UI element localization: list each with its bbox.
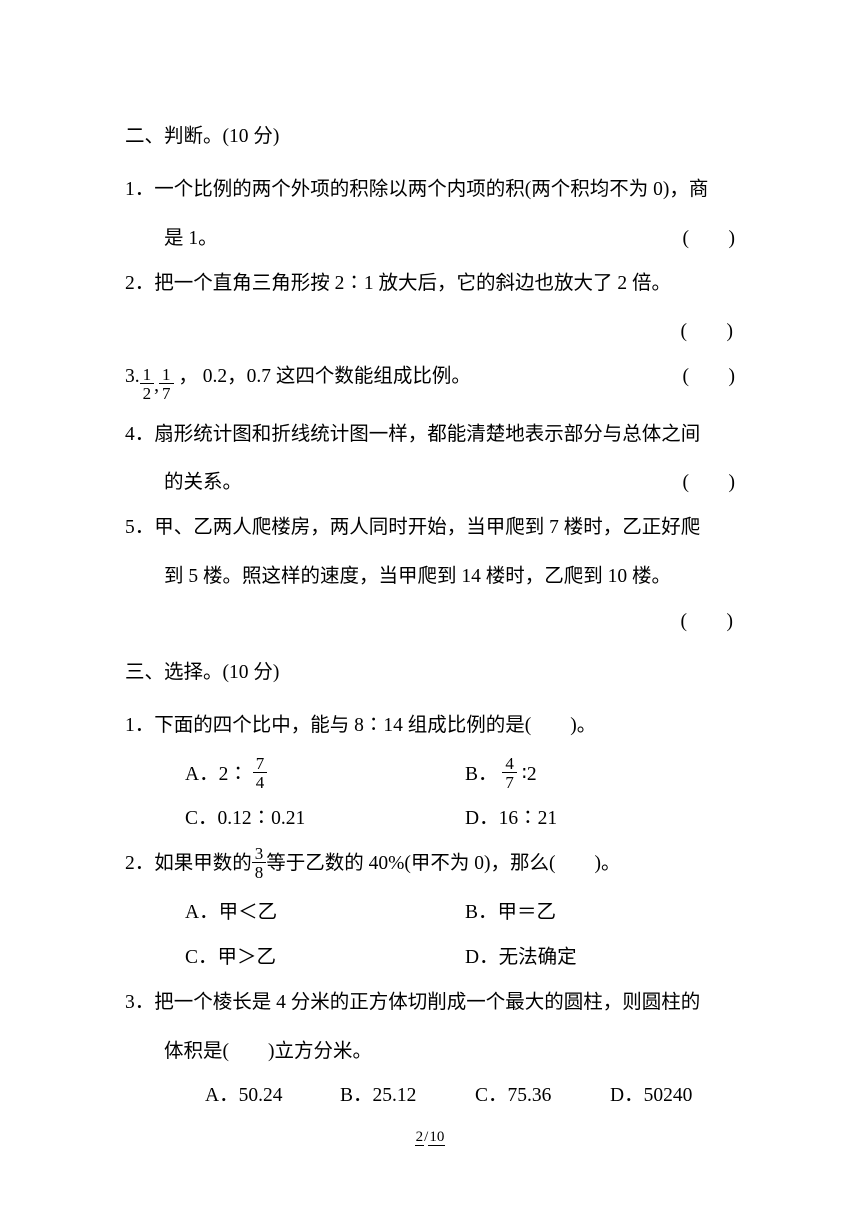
s2-q3: 3. 1 2 , 1 7 ， 0.2，0.7 这四个数能组成比例。 ( ) (125, 355, 745, 408)
s3-q2: 2． 如果甲数的 3 8 等于乙数的 40%(甲不为 0)，那么( )。 (125, 842, 745, 887)
option-d: D．无法确定 (465, 936, 745, 981)
qbody: 如果甲数的 3 8 等于乙数的 40%(甲不为 0)，那么( )。 (154, 842, 745, 887)
s2-q4: 4． 扇形统计图和折线统计图一样，都能清楚地表示部分与总体之间 (125, 413, 745, 458)
text: 的关系。 (164, 472, 242, 493)
fraction: 1 7 (159, 366, 174, 402)
current-page: 2 (415, 1129, 425, 1146)
fraction: 4 7 (502, 755, 517, 791)
qbody: 把一个直角三角形按 2∶1 放大后，它的斜边也放大了 2 倍。 (154, 262, 745, 307)
s2-q5: 5． 甲、乙两人爬楼房，两人同时开始，当甲爬到 7 楼时，乙正好爬 (125, 506, 745, 551)
text: 把一个直角三角形按 2∶1 放大后，它的斜边也放大了 2 倍。 (154, 273, 671, 294)
option-d: D．16∶21 (465, 797, 745, 842)
qnum: 1． (125, 704, 154, 749)
page-content: 二、判断。(10 分) 1． 一个比例的两个外项的积除以两个内项的积(两个积均不… (0, 0, 860, 1159)
text: 甲、乙两人爬楼房，两人同时开始，当甲爬到 7 楼时，乙正好爬 (154, 517, 700, 538)
text: 如果甲数的 (154, 853, 252, 874)
denominator: 4 (253, 772, 268, 791)
qnum: 3． (125, 981, 154, 1026)
text: 把一个棱长是 4 分米的正方体切削成一个最大的圆柱，则圆柱的 (154, 992, 700, 1013)
s3-q3: 3． 把一个棱长是 4 分米的正方体切削成一个最大的圆柱，则圆柱的 (125, 981, 745, 1026)
section-3-title: 三、选择。(10 分) (125, 651, 745, 696)
text: 是 1。 (164, 228, 218, 249)
s2-q5-line2: 到 5 楼。照这样的速度，当甲爬到 14 楼时，乙爬到 10 楼。 (125, 555, 745, 600)
option-a: A．50.24 (205, 1074, 340, 1119)
text: ， 0.2，0.7 这四个数能组成比例。 (178, 366, 471, 387)
option-b: B．25.12 (340, 1074, 475, 1119)
s3-q3-line2: 体积是( )立方分米。 (125, 1030, 745, 1075)
qnum: 1． (125, 168, 154, 213)
qnum: 3. (125, 355, 140, 408)
s3-q3-options: A．50.24 B．25.12 C．75.36 D．50240 (125, 1074, 745, 1119)
option-a: A．甲＜乙 (185, 891, 465, 936)
qnum: 4． (125, 413, 154, 458)
option-a: A．2∶ 7 4 (185, 753, 465, 798)
fraction: 1 2 (140, 366, 155, 402)
s3-q2-options: A．甲＜乙 B．甲＝乙 C．甲＞乙 D．无法确定 (125, 891, 745, 981)
option-c: C．甲＞乙 (185, 936, 465, 981)
s3-q1-options: A．2∶ 7 4 B． 4 7 ∶2 C．0.12∶0.21 D．16∶21 (125, 753, 745, 843)
s2-q1: 1． 一个比例的两个外项的积除以两个内项的积(两个积均不为 0)，商 (125, 168, 745, 213)
numerator: 3 (252, 845, 267, 862)
qnum: 2． (125, 262, 154, 307)
s2-q4-line2: 的关系。 ( ) (125, 461, 745, 506)
label: A．2∶ (185, 764, 248, 785)
qbody: 把一个棱长是 4 分米的正方体切削成一个最大的圆柱，则圆柱的 (154, 981, 745, 1026)
numerator: 1 (159, 366, 174, 383)
s2-q1-line2: 是 1。 ( ) (125, 217, 745, 262)
text: 下面的四个比中，能与 8∶14 组成比例的是( )。 (154, 715, 596, 736)
text: 扇形统计图和折线统计图一样，都能清楚地表示部分与总体之间 (154, 424, 700, 445)
s2-q2: 2． 把一个直角三角形按 2∶1 放大后，它的斜边也放大了 2 倍。 (125, 262, 745, 307)
bracket: ( ) (683, 355, 746, 400)
page-number: 2/10 (0, 1129, 860, 1146)
numerator: 7 (253, 755, 268, 772)
qnum: 2． (125, 842, 154, 887)
fraction: 3 8 (252, 845, 267, 881)
bracket: ( ) (683, 217, 746, 262)
total-pages: 10 (428, 1129, 445, 1146)
option-c: C．0.12∶0.21 (185, 797, 465, 842)
option-b: B．甲＝乙 (465, 891, 745, 936)
qbody: 下面的四个比中，能与 8∶14 组成比例的是( )。 (154, 704, 745, 749)
label: B． (465, 764, 498, 785)
denominator: 8 (252, 862, 267, 881)
qbody: 一个比例的两个外项的积除以两个内项的积(两个积均不为 0)，商 (154, 168, 745, 213)
s2-q2-bracket: ( ) (125, 310, 745, 355)
bracket: ( ) (683, 461, 746, 506)
option-b: B． 4 7 ∶2 (465, 753, 745, 798)
numerator: 4 (502, 755, 517, 772)
option-d: D．50240 (610, 1074, 745, 1119)
s3-q1: 1． 下面的四个比中，能与 8∶14 组成比例的是( )。 (125, 704, 745, 749)
option-c: C．75.36 (475, 1074, 610, 1119)
qbody: 甲、乙两人爬楼房，两人同时开始，当甲爬到 7 楼时，乙正好爬 (154, 506, 745, 551)
denominator: 7 (502, 772, 517, 791)
denominator: 7 (159, 383, 174, 402)
fraction-group: 1 2 , 1 7 (140, 364, 174, 409)
s2-q5-bracket: ( ) (125, 600, 745, 645)
text: 等于乙数的 40%(甲不为 0)，那么( )。 (266, 853, 620, 874)
text: 到 5 楼。照这样的速度，当甲爬到 14 楼时，乙爬到 10 楼。 (164, 566, 671, 587)
label: ∶2 (522, 764, 537, 785)
numerator: 1 (140, 366, 155, 383)
qbody: 扇形统计图和折线统计图一样，都能清楚地表示部分与总体之间 (154, 413, 745, 458)
text: 一个比例的两个外项的积除以两个内项的积(两个积均不为 0)，商 (154, 179, 708, 200)
text: 体积是( )立方分米。 (164, 1041, 372, 1062)
qnum: 5． (125, 506, 154, 551)
section-2-title: 二、判断。(10 分) (125, 115, 745, 160)
denominator: 2 (140, 383, 155, 402)
qbody: 1 2 , 1 7 ， 0.2，0.7 这四个数能组成比例。 ( ) (140, 355, 745, 408)
fraction: 7 4 (253, 755, 268, 791)
